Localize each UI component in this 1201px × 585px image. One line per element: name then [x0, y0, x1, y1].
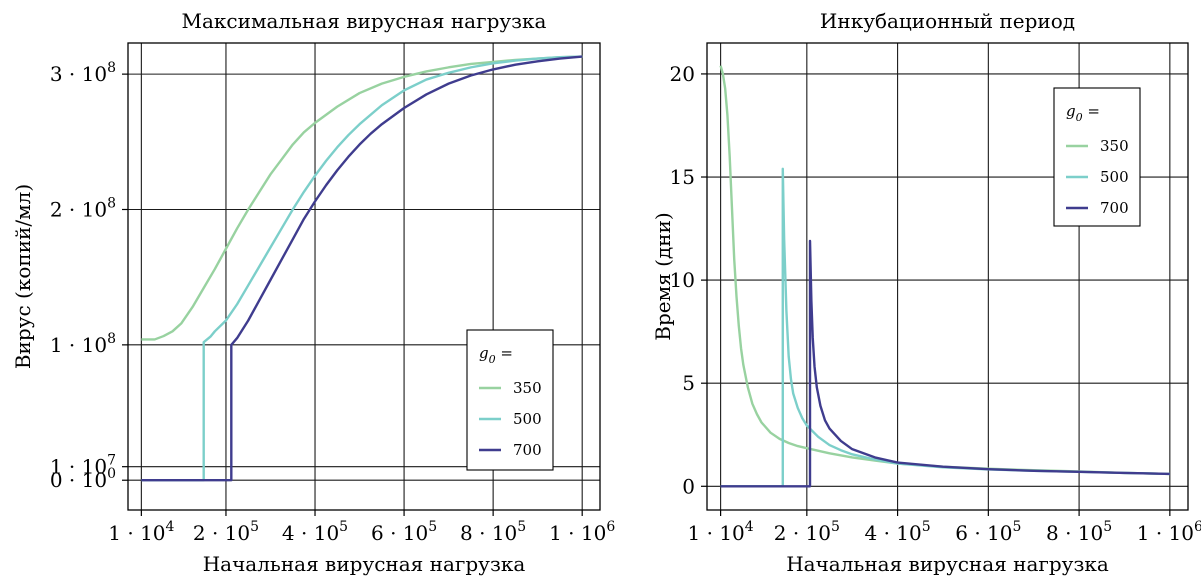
legend-box: [1053, 87, 1141, 227]
legend-label-700: 700: [513, 441, 542, 459]
x-tick-label: 2 · 105: [193, 519, 259, 545]
legend-label-500: 500: [513, 410, 542, 428]
x-tick-label: 1 · 104: [108, 519, 174, 545]
x-tick-label: 1 · 106: [1137, 519, 1201, 545]
legend-title: g0 =: [1066, 102, 1100, 124]
x-tick-label: 1 · 106: [549, 519, 615, 545]
legend-label-350: 350: [1100, 137, 1129, 155]
series-line-700: [720, 239, 1170, 488]
chart-title: Инкубационный период: [820, 9, 1075, 33]
x-axis-label: Начальная вирусная нагрузка: [203, 552, 526, 576]
chart-1: Максимальная вирусная нагрузка 1 · 104 2 ·…: [11, 9, 615, 576]
legend-box: [466, 329, 554, 471]
x-tick-label: 4 · 105: [282, 519, 348, 545]
legend: g0 =350 500 700: [466, 329, 554, 471]
x-tick-label: 8 · 105: [1046, 519, 1112, 545]
legend-title: g0 =: [479, 344, 513, 366]
x-axis-label: Начальная вирусная нагрузка: [786, 552, 1109, 576]
x-tick-label: 6 · 105: [955, 519, 1021, 545]
plot-frame: [127, 42, 601, 511]
chart-2: Инкубационный период 1 · 104 2 · 105 4 · 10…: [651, 9, 1201, 576]
y-tick-label: 10: [670, 268, 695, 292]
x-tick-label: 8 · 105: [460, 519, 526, 545]
y-tick-label: 0 · 100: [50, 466, 116, 492]
y-tick-label: 2 · 108: [50, 195, 116, 221]
x-tick-label: 4 · 105: [864, 519, 930, 545]
y-axis-label: Время (дни): [651, 212, 675, 340]
legend-label-500: 500: [1100, 168, 1129, 186]
plot-frame: [706, 42, 1189, 511]
y-tick-label: 1 · 107: [50, 453, 116, 479]
y-tick-label: 5: [682, 371, 695, 395]
chart-title: Максимальная вирусная нагрузка: [182, 9, 547, 33]
y-tick-label: 20: [670, 62, 695, 86]
legend-label-700: 700: [1100, 199, 1129, 217]
x-tick-label: 2 · 105: [774, 519, 840, 545]
x-tick-label: 1 · 104: [688, 519, 754, 545]
legend-label-350: 350: [513, 379, 542, 397]
y-tick-label: 1 · 108: [50, 331, 116, 357]
legend: g0 =350 500 700: [1053, 87, 1141, 227]
series-line-500: [141, 55, 583, 482]
y-tick-label: 15: [670, 165, 695, 189]
x-tick-label: 6 · 105: [371, 519, 437, 545]
y-tick-label: 0: [682, 474, 695, 498]
y-axis-label: Вирус (копий/мл): [11, 184, 35, 369]
y-tick-label: 3 · 108: [50, 60, 116, 86]
series-line-700: [141, 55, 583, 482]
series-line-350: [141, 55, 583, 341]
